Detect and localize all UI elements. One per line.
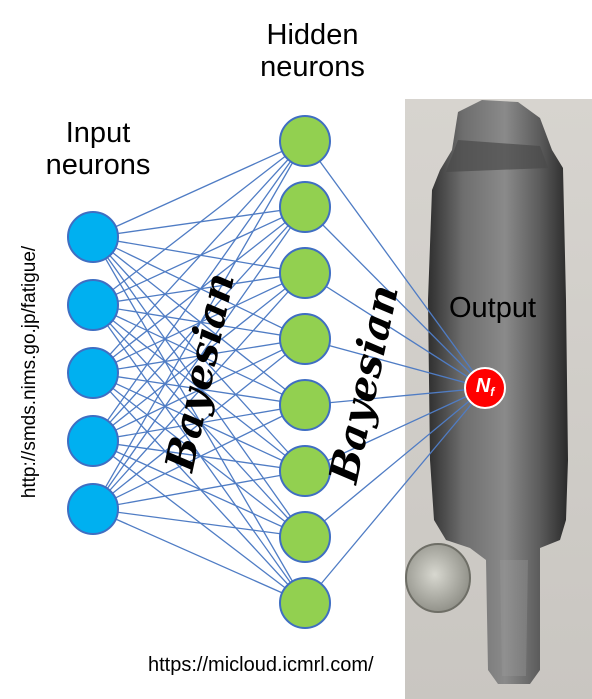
edge-hidden-7-output <box>304 387 486 538</box>
hidden-neuron-4 <box>279 313 331 365</box>
edge-input-1-hidden-8 <box>92 236 306 604</box>
hidden-neuron-5 <box>279 379 331 431</box>
input-neuron-2 <box>67 279 119 331</box>
edge-input-1-hidden-6 <box>92 236 306 472</box>
edge-hidden-8-output <box>304 387 486 604</box>
edge-input-1-hidden-2 <box>92 206 306 238</box>
edge-input-2-hidden-4 <box>92 304 306 340</box>
edge-input-4-hidden-4 <box>92 338 306 442</box>
edge-input-3-hidden-3 <box>92 272 306 374</box>
edge-input-4-hidden-5 <box>92 404 306 442</box>
hidden-neuron-7 <box>279 511 331 563</box>
edge-input-1-hidden-7 <box>92 236 306 538</box>
hidden-neurons-title: Hidden neurons <box>260 19 365 83</box>
input-neuron-4 <box>67 415 119 467</box>
edge-input-2-hidden-6 <box>92 304 306 472</box>
edge-input-2-hidden-5 <box>92 304 306 406</box>
edge-input-3-hidden-6 <box>92 372 306 472</box>
edge-hidden-2-output <box>304 206 486 389</box>
input-neuron-5 <box>67 483 119 535</box>
input-neuron-1 <box>67 211 119 263</box>
output-node-label: Nf <box>476 375 495 399</box>
edge-input-2-hidden-7 <box>92 304 306 538</box>
hidden-neuron-6 <box>279 445 331 497</box>
micloud-url: https://micloud.icmrl.com/ <box>148 654 374 676</box>
edge-input-2-hidden-1 <box>92 140 306 306</box>
specimen-shank <box>500 560 528 676</box>
edge-input-1-hidden-5 <box>92 236 306 406</box>
edge-input-4-hidden-7 <box>92 440 306 538</box>
edge-hidden-1-output <box>304 140 486 389</box>
coin-image <box>405 543 471 613</box>
edge-hidden-6-output <box>304 387 486 472</box>
hidden-neuron-2 <box>279 181 331 233</box>
edge-input-3-hidden-5 <box>92 372 306 406</box>
edge-input-4-hidden-6 <box>92 440 306 472</box>
edge-input-5-hidden-5 <box>92 404 306 510</box>
input-neurons-title: Input neurons <box>45 117 151 181</box>
edge-input-3-hidden-8 <box>92 372 306 604</box>
input-neuron-3 <box>67 347 119 399</box>
edge-input-2-hidden-3 <box>92 272 306 306</box>
neurons <box>67 115 506 629</box>
edge-input-5-hidden-8 <box>92 508 306 604</box>
output-neuron <box>464 367 506 409</box>
edge-input-3-hidden-7 <box>92 372 306 538</box>
edge-input-1-hidden-4 <box>92 236 306 340</box>
edge-input-4-hidden-8 <box>92 440 306 604</box>
edge-hidden-3-output <box>304 272 486 389</box>
edge-hidden-4-output <box>304 338 486 389</box>
edge-input-5-hidden-6 <box>92 470 306 510</box>
edge-input-3-hidden-1 <box>92 140 306 374</box>
hidden-neuron-3 <box>279 247 331 299</box>
edge-input-4-hidden-1 <box>92 140 306 442</box>
nims-url: http://smds.nims.go.jp/fatigue/ <box>19 245 40 499</box>
edge-input-5-hidden-7 <box>92 508 306 538</box>
edge-input-5-hidden-3 <box>92 272 306 510</box>
hidden-neuron-8 <box>279 577 331 629</box>
edge-input-5-hidden-1 <box>92 140 306 510</box>
specimen-root-slot <box>446 140 548 172</box>
edge-input-2-hidden-2 <box>92 206 306 306</box>
output-title: Output <box>448 292 537 324</box>
hidden-neuron-1 <box>279 115 331 167</box>
edge-input-5-hidden-2 <box>92 206 306 510</box>
connections <box>92 140 486 604</box>
edge-hidden-5-output <box>304 387 486 406</box>
edge-input-1-hidden-3 <box>92 236 306 274</box>
edge-input-3-hidden-4 <box>92 338 306 374</box>
edge-input-2-hidden-8 <box>92 304 306 604</box>
edge-input-1-hidden-1 <box>92 140 306 238</box>
edge-input-5-hidden-4 <box>92 338 306 510</box>
